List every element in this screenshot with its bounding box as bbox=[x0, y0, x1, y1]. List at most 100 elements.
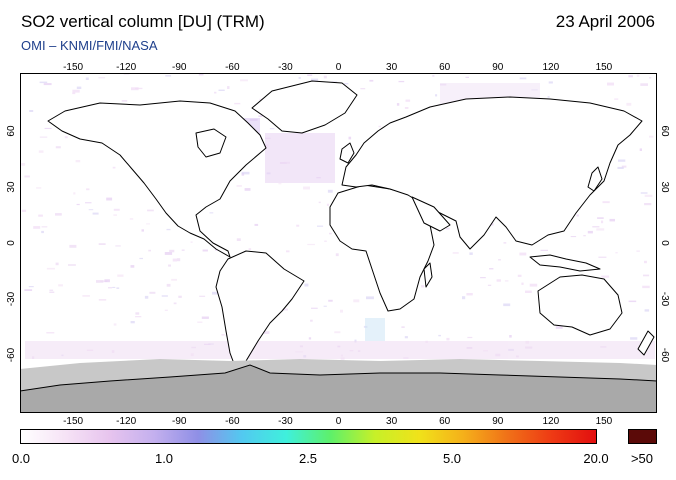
arabian-peninsula bbox=[411, 196, 451, 232]
noise-speckle bbox=[318, 201, 321, 204]
madagascar bbox=[423, 262, 433, 288]
noise-speckle bbox=[68, 264, 76, 266]
noise-speckle bbox=[171, 278, 177, 281]
noise-speckle bbox=[113, 214, 117, 216]
noise-speckle bbox=[164, 252, 173, 255]
noise-speckle bbox=[33, 226, 41, 229]
noise-speckle bbox=[88, 209, 94, 211]
noise-speckle bbox=[323, 75, 327, 79]
lon-tick-bottom: 0 bbox=[335, 416, 342, 427]
noise-speckle bbox=[130, 321, 135, 324]
noise-speckle bbox=[69, 244, 77, 248]
noise-speckle bbox=[469, 252, 473, 255]
australia bbox=[537, 274, 623, 336]
noise-speckle bbox=[29, 110, 34, 112]
noise-speckle bbox=[353, 299, 360, 303]
noise-speckle bbox=[106, 197, 113, 201]
noise-speckle bbox=[165, 75, 172, 77]
noise-speckle bbox=[39, 136, 48, 138]
noise-speckle bbox=[82, 295, 90, 297]
lat-tick-left: 0 bbox=[6, 240, 17, 246]
noise-speckle bbox=[617, 166, 624, 169]
noise-speckle bbox=[405, 99, 411, 102]
noise-speckle bbox=[360, 88, 366, 90]
lon-tick-top: 60 bbox=[439, 62, 451, 73]
noise-speckle bbox=[55, 213, 62, 216]
noise-speckle bbox=[480, 277, 486, 279]
noise-speckle bbox=[570, 236, 577, 238]
hudson-bay bbox=[195, 128, 227, 158]
noise-speckle bbox=[487, 284, 492, 286]
noise-speckle bbox=[607, 82, 614, 86]
noise-speckle bbox=[649, 77, 652, 79]
lon-tick-top: 0 bbox=[335, 62, 342, 73]
noise-speckle bbox=[86, 188, 90, 191]
noise-speckle bbox=[161, 295, 168, 297]
noise-speckle bbox=[369, 79, 374, 82]
noise-speckle bbox=[340, 309, 343, 313]
noise-speckle bbox=[147, 209, 154, 212]
noise-speckle bbox=[496, 279, 501, 282]
colorbar-label: 1.0 bbox=[154, 451, 174, 466]
noise-speckle bbox=[58, 284, 63, 287]
noise-speckle bbox=[98, 243, 106, 245]
indonesia bbox=[529, 254, 601, 272]
noise-speckle bbox=[227, 86, 230, 89]
world-map bbox=[20, 73, 657, 413]
map-frame bbox=[20, 73, 657, 413]
noise-speckle bbox=[465, 76, 469, 78]
noise-speckle bbox=[241, 171, 250, 175]
noise-speckle bbox=[640, 192, 648, 194]
noise-speckle bbox=[317, 225, 324, 227]
noise-speckle bbox=[281, 308, 288, 311]
noise-speckle bbox=[640, 83, 648, 86]
noise-speckle bbox=[636, 250, 640, 252]
noise-speckle bbox=[615, 252, 618, 254]
noise-speckle bbox=[548, 81, 553, 84]
noise-speckle bbox=[304, 283, 309, 287]
noise-speckle bbox=[378, 125, 381, 128]
noise-speckle bbox=[64, 136, 68, 139]
noise-speckle bbox=[308, 337, 312, 340]
colorbar-label: >50 bbox=[630, 451, 654, 466]
data-source: OMI – KNMI/FMI/NASA bbox=[21, 38, 158, 53]
noise-speckle bbox=[303, 186, 310, 190]
noise-speckle bbox=[296, 224, 300, 227]
lon-tick-top: -60 bbox=[225, 62, 240, 73]
lat-tick-left: -60 bbox=[6, 347, 17, 363]
noise-speckle bbox=[348, 136, 352, 140]
lon-tick-top: -150 bbox=[63, 62, 84, 73]
noise-speckle bbox=[335, 253, 339, 257]
noise-speckle bbox=[92, 212, 99, 215]
noise-speckle bbox=[263, 331, 270, 334]
noise-speckle bbox=[46, 332, 55, 334]
noise-speckle bbox=[601, 220, 604, 224]
noise-speckle bbox=[43, 83, 52, 86]
noise-speckle bbox=[628, 300, 637, 303]
noise-speckle bbox=[197, 321, 203, 323]
noise-speckle bbox=[644, 194, 653, 197]
noise-speckle bbox=[236, 238, 241, 241]
noise-speckle bbox=[164, 309, 168, 311]
noise-speckle bbox=[618, 159, 626, 162]
lat-tick-right: 60 bbox=[659, 125, 670, 137]
noise-speckle bbox=[498, 259, 501, 261]
noise-speckle bbox=[135, 316, 142, 318]
lon-tick-top: -120 bbox=[116, 62, 137, 73]
noise-speckle bbox=[602, 201, 610, 204]
noise-speckle bbox=[519, 77, 527, 80]
noise-swath bbox=[365, 318, 385, 343]
noise-speckle bbox=[547, 96, 550, 98]
noise-speckle bbox=[396, 103, 400, 106]
noise-speckle bbox=[135, 312, 140, 315]
noise-speckle bbox=[100, 280, 108, 282]
noise-speckle bbox=[236, 185, 242, 187]
greenland bbox=[251, 80, 358, 134]
noise-speckle bbox=[234, 102, 241, 105]
noise-speckle bbox=[366, 296, 374, 300]
lon-tick-bottom: 60 bbox=[439, 416, 451, 427]
noise-speckle bbox=[521, 282, 524, 285]
map-date: 23 April 2006 bbox=[555, 12, 655, 31]
noise-speckle bbox=[76, 86, 82, 89]
noise-speckle bbox=[467, 336, 473, 339]
